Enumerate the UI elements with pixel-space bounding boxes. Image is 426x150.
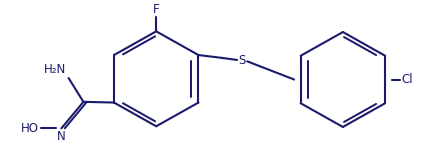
Text: H₂N: H₂N	[44, 63, 66, 76]
Text: Cl: Cl	[400, 73, 412, 86]
Text: HO: HO	[21, 122, 39, 135]
Text: F: F	[153, 3, 159, 15]
Text: S: S	[238, 54, 245, 67]
Text: N: N	[57, 130, 66, 143]
